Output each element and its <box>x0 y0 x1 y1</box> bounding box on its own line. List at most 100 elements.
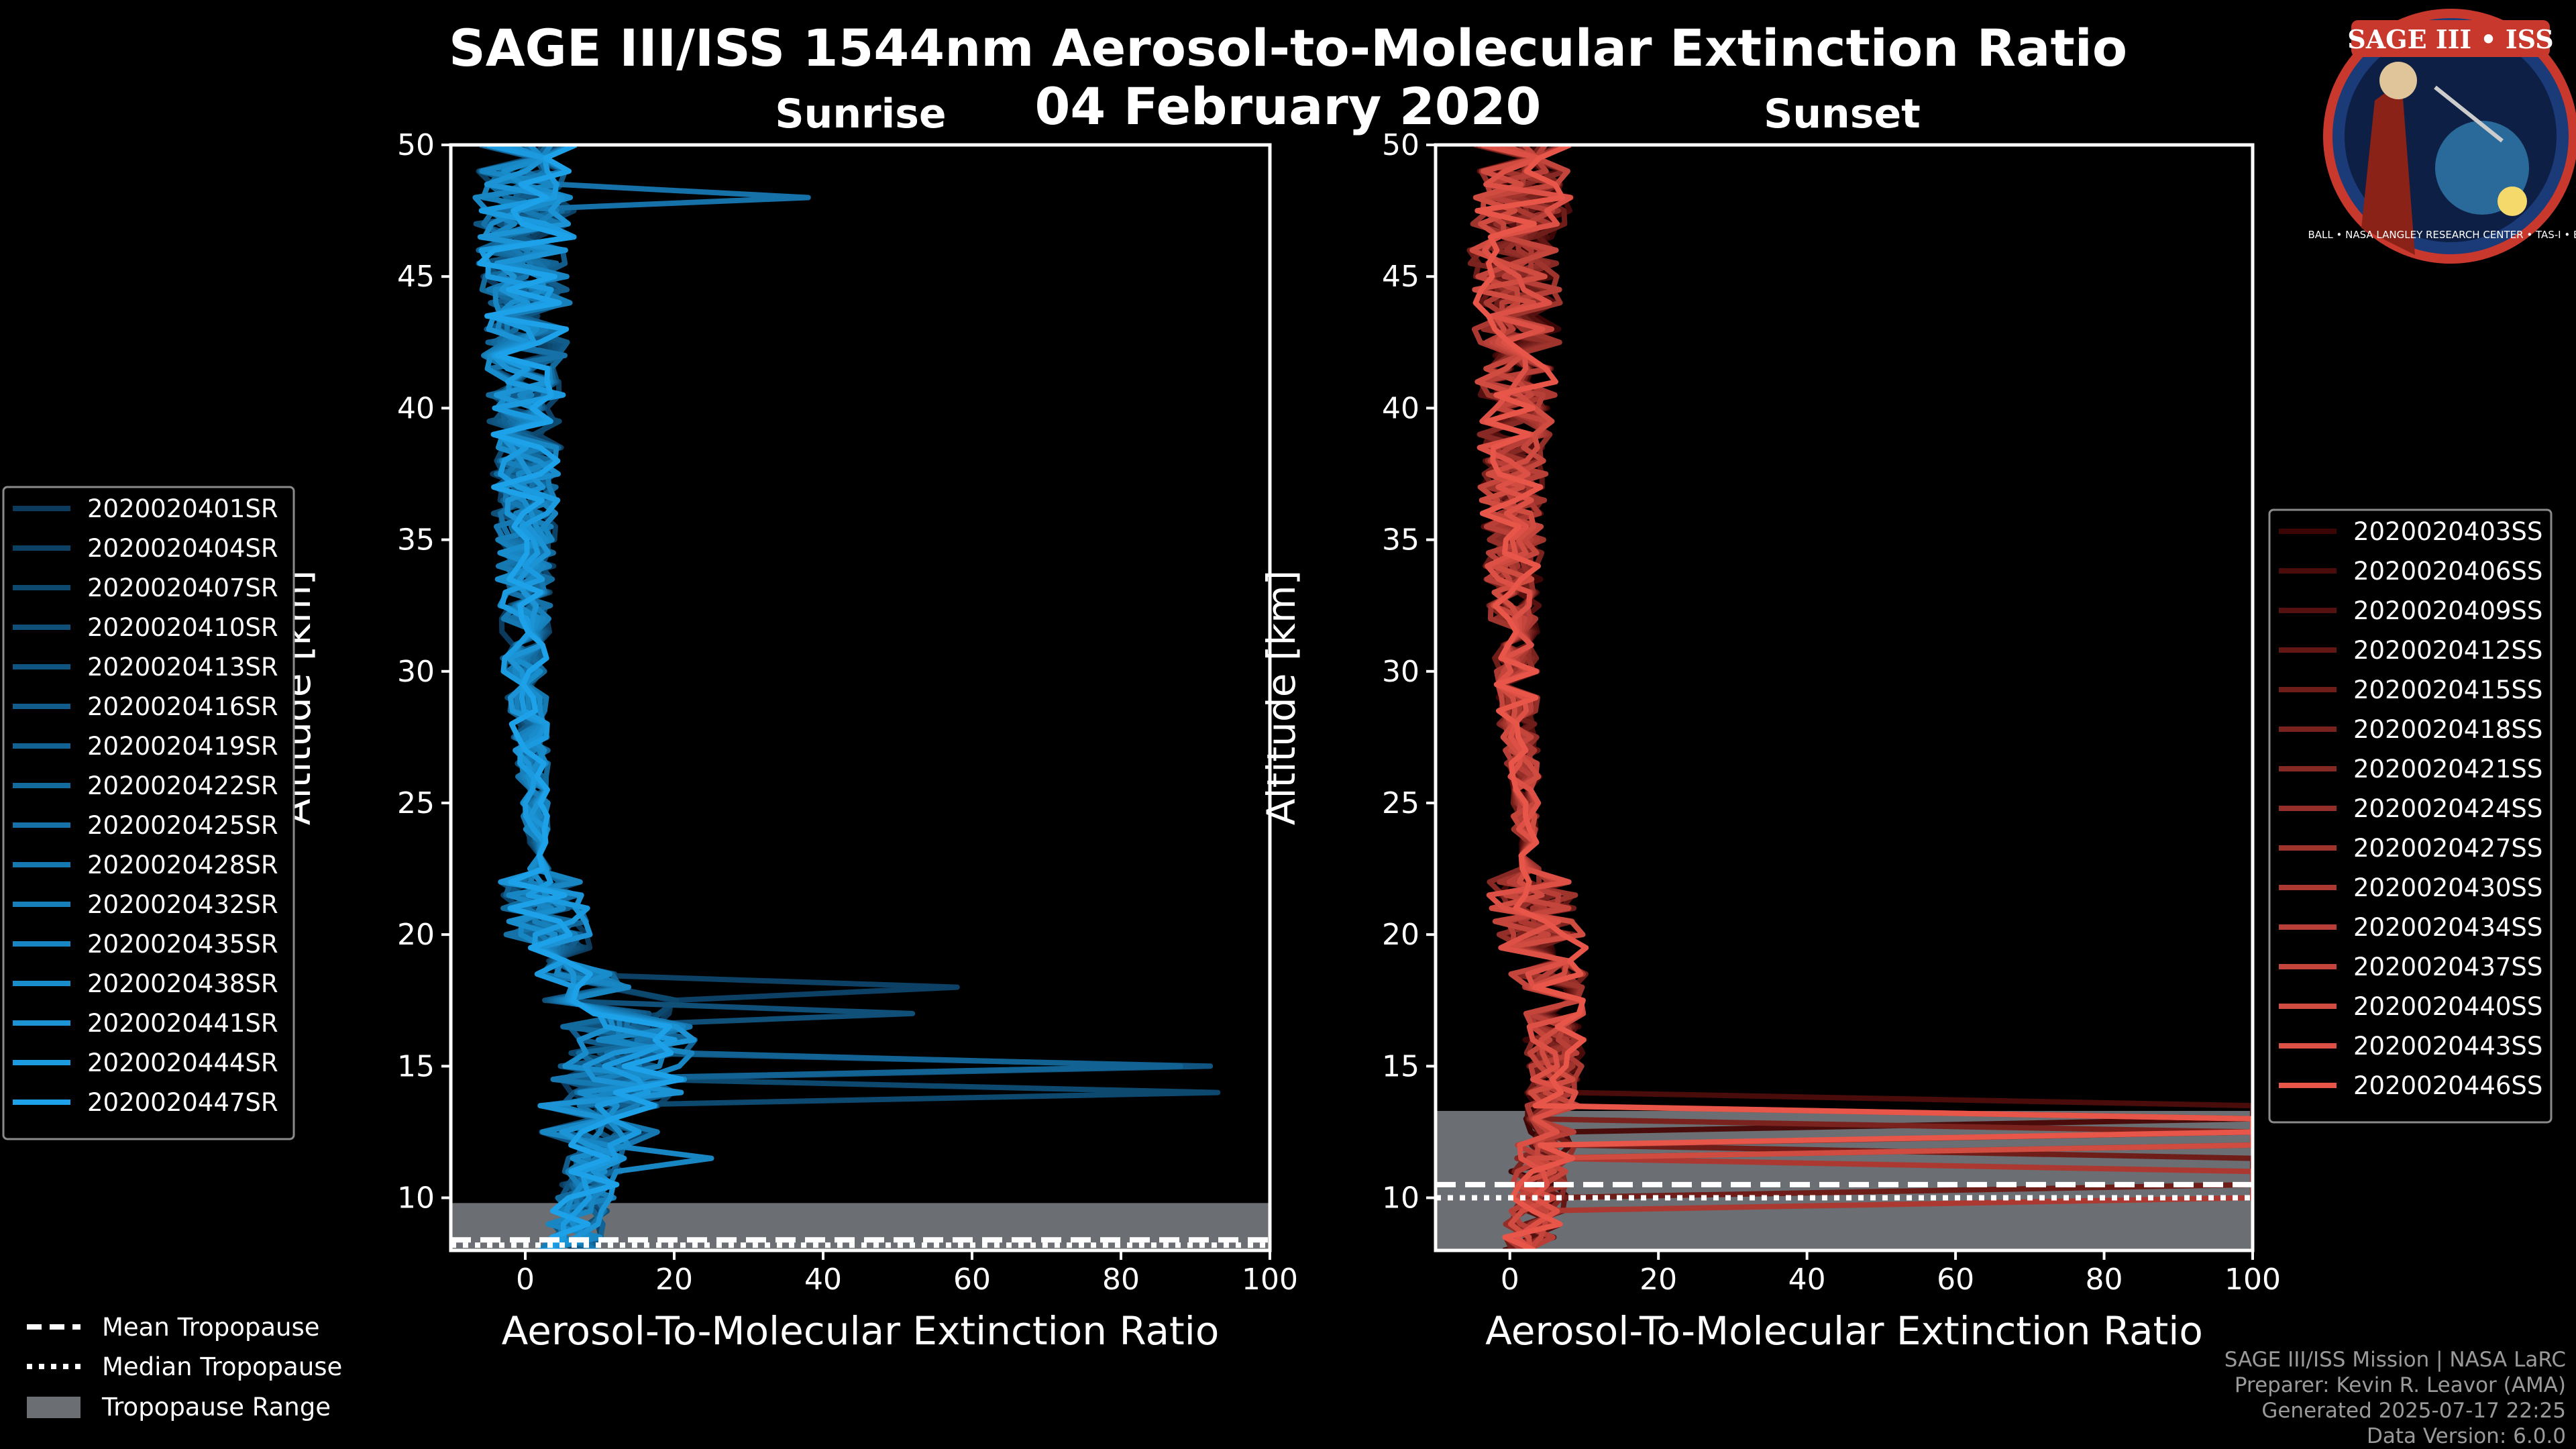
legend-label: 2020020409SS <box>2353 596 2542 625</box>
tropopause-range-swatch <box>27 1397 80 1418</box>
legend-label: 2020020434SS <box>2353 913 2542 942</box>
legend-label: 2020020419SR <box>87 732 278 761</box>
profile-2020020435SR <box>472 145 714 1250</box>
legend-label: 2020020421SS <box>2353 755 2542 784</box>
legend-label: 2020020424SS <box>2353 794 2542 823</box>
profile-2020020428SR <box>481 145 693 1250</box>
legend-label: 2020020435SR <box>87 930 278 959</box>
sunrise-panel: 0 20 40 60 80 100 10 15 20 25 30 35 40 45 50 Aerosol-To… <box>274 128 1298 1354</box>
x-tick-label: 100 <box>1242 1263 1298 1297</box>
y-tick-label: 10 <box>397 1181 435 1216</box>
legend-label: 2020020401SR <box>87 494 278 523</box>
sunset-axes-frame <box>1434 143 2255 1252</box>
legend-label: 2020020444SR <box>87 1049 278 1077</box>
y-tick-label: 25 <box>1382 786 1419 820</box>
sunset-y-axis-label: Altitude [km] <box>1258 570 1304 825</box>
x-tick-label: 100 <box>2224 1263 2281 1297</box>
y-tick-label: 45 <box>1382 260 1419 294</box>
legend-label: 2020020437SS <box>2353 953 2542 981</box>
sunrise-legend: 2020020401SR 2020020404SR 2020020407SR 2020… <box>2 486 295 1140</box>
y-tick-label: 45 <box>397 260 435 294</box>
profile-2020020418SS <box>1467 145 2253 1250</box>
y-tick-label: 15 <box>397 1049 435 1083</box>
main-subtitle: 04 February 2020 <box>1035 76 1542 136</box>
legend-label: 2020020441SR <box>87 1009 278 1038</box>
legend-label: 2020020416SR <box>87 692 278 721</box>
sunrise-panel-title: Sunrise <box>775 91 946 138</box>
legend-label: 2020020428SR <box>87 851 278 879</box>
footer-mission: SAGE III/ISS Mission | NASA LaRC <box>2224 1348 2566 1372</box>
sunrise-legend-box <box>2 486 295 1140</box>
profile-2020020443SS <box>1477 145 1585 1250</box>
sunset-panel-title: Sunset <box>1764 91 1921 138</box>
legend-label: 2020020410SR <box>87 613 278 642</box>
x-tick-label: 0 <box>516 1263 535 1297</box>
sunset-legend: 2020020403SS 2020020406SS 2020020409SS 2020… <box>2268 508 2553 1124</box>
profile-2020020446SS <box>1472 145 2253 1250</box>
y-tick-label: 20 <box>1382 918 1419 952</box>
legend-label: 2020020422SR <box>87 771 278 800</box>
profile-2020020438SR <box>482 145 688 1250</box>
logo-ring-text: BALL • NASA LANGLEY RESEARCH CENTER • TA… <box>2308 229 2576 241</box>
x-tick-label: 60 <box>1937 1263 1974 1297</box>
footer-version: Data Version: 6.0.0 <box>2367 1424 2566 1448</box>
sunset-panel: 0 20 40 60 80 100 10 15 20 25 30 35 40 45 50 Aerosol-To… <box>1258 128 2281 1354</box>
legend-label: 2020020443SS <box>2353 1032 2542 1061</box>
legend-label: 2020020432SR <box>87 890 278 919</box>
legend-label: 2020020425SR <box>87 811 278 840</box>
tropopause-legend: Mean Tropopause Median Tropopause Tropop… <box>27 1313 342 1421</box>
y-tick-label: 35 <box>397 523 435 557</box>
legend-label: 2020020412SS <box>2353 636 2542 665</box>
logo-name: SAGE III • ISS <box>2347 24 2553 54</box>
profile-2020020447SR <box>477 145 684 1250</box>
y-tick-label: 20 <box>397 918 435 952</box>
y-tick-label: 25 <box>397 786 435 820</box>
profile-2020020440SS <box>1469 145 2253 1250</box>
sunrise-x-axis-label: Aerosol-To-Molecular Extinction Ratio <box>502 1308 1220 1354</box>
x-tick-label: 40 <box>1788 1263 1826 1297</box>
tropopause-range-label: Tropopause Range <box>101 1393 331 1421</box>
legend-label: 2020020404SR <box>87 534 278 563</box>
profile-2020020430SS <box>1471 145 2253 1250</box>
x-tick-label: 80 <box>1102 1263 1140 1297</box>
mean-tropopause-label: Mean Tropopause <box>102 1313 320 1342</box>
y-tick-label: 10 <box>1382 1181 1419 1216</box>
profile-2020020432SR <box>480 145 667 1250</box>
x-tick-label: 20 <box>1640 1263 1677 1297</box>
profile-2020020406SS <box>1481 145 2253 1250</box>
y-tick-label: 35 <box>1382 523 1419 557</box>
legend-label: 2020020446SS <box>2353 1071 2542 1100</box>
main-title: SAGE III/ISS 1544nm Aerosol-to-Molecular… <box>449 18 2127 78</box>
y-tick-label: 40 <box>397 391 435 425</box>
x-tick-label: 40 <box>804 1263 842 1297</box>
legend-label: 2020020407SR <box>87 574 278 602</box>
legend-label: 2020020403SS <box>2353 517 2542 546</box>
profile-2020020424SS <box>1479 145 2253 1250</box>
sunrise-axes-frame <box>449 143 1272 1252</box>
footer-generated: Generated 2025-07-17 22:25 <box>2261 1399 2566 1423</box>
profile-2020020441SR <box>477 145 697 1250</box>
sage-iii-iss-logo: SAGE III • ISS BALL • NASA LANGLEY RESEA… <box>2308 9 2576 264</box>
legend-label: 2020020415SS <box>2353 676 2542 704</box>
sunset-legend-box <box>2268 508 2553 1124</box>
sunset-x-axis-label: Aerosol-To-Molecular Extinction Ratio <box>1485 1308 2203 1354</box>
legend-label: 2020020430SS <box>2353 873 2542 902</box>
y-tick-label: 40 <box>1382 391 1419 425</box>
footer-preparer: Preparer: Kevin R. Leavor (AMA) <box>2235 1373 2566 1397</box>
legend-label: 2020020406SS <box>2353 557 2542 586</box>
sunset-plot-area <box>1436 145 2253 1250</box>
y-tick-label: 50 <box>1382 128 1419 162</box>
profile-2020020415SS <box>1466 145 2253 1250</box>
median-tropopause-label: Median Tropopause <box>102 1352 342 1381</box>
profile-2020020444SR <box>478 145 678 1250</box>
y-tick-label: 30 <box>397 655 435 689</box>
x-tick-label: 20 <box>655 1263 693 1297</box>
y-tick-label: 30 <box>1382 655 1419 689</box>
x-tick-label: 0 <box>1501 1263 1519 1297</box>
legend-label: 2020020418SS <box>2353 715 2542 744</box>
profile-2020020412SS <box>1474 145 2253 1250</box>
y-tick-label: 15 <box>1382 1049 1419 1083</box>
x-tick-label: 80 <box>2086 1263 2123 1297</box>
legend-label: 2020020440SS <box>2353 992 2542 1021</box>
